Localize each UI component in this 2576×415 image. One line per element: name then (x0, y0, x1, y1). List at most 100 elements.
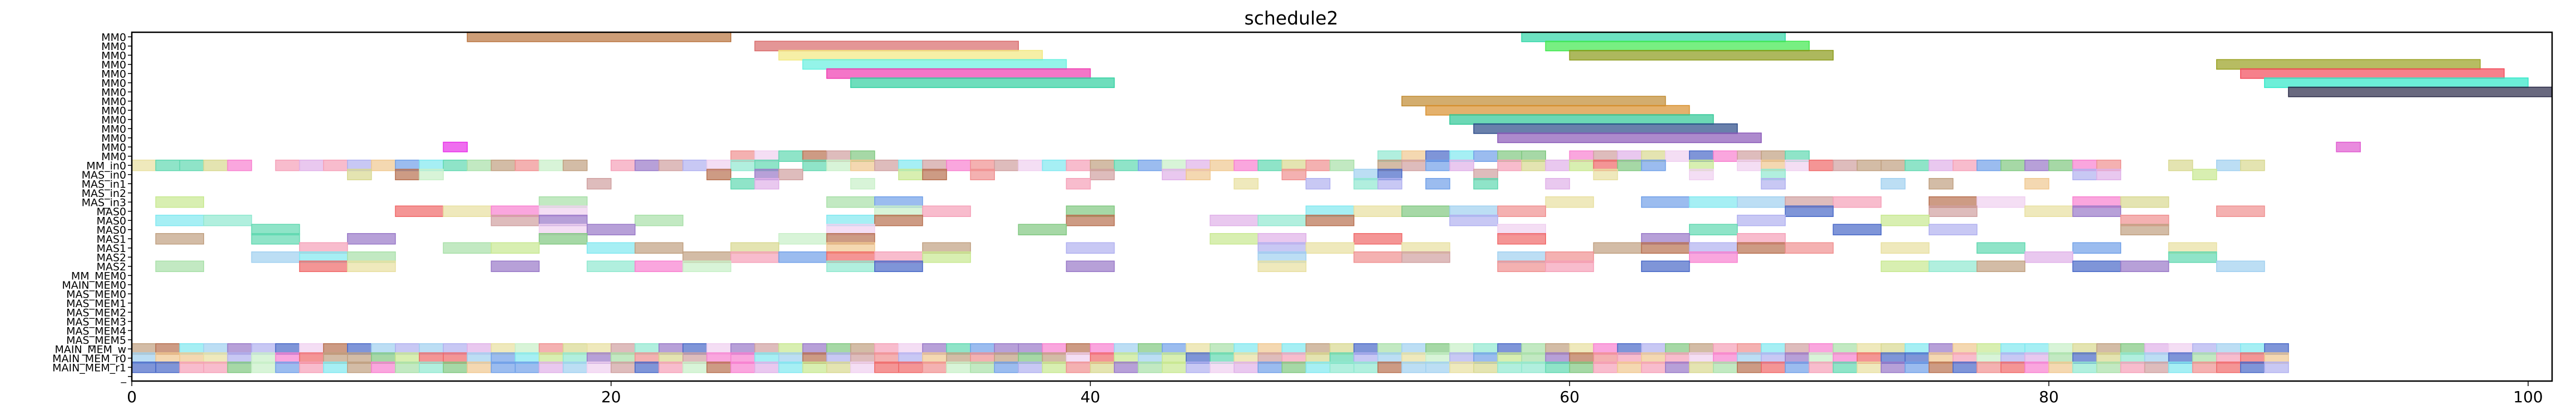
task-bar (635, 160, 660, 171)
task-bar (1305, 215, 1355, 226)
y-tick-label: MAS0 (96, 215, 126, 227)
y-tick-label: MAIN_MEM_w (55, 343, 126, 355)
task-bar (1401, 251, 1450, 263)
task-bar (1473, 150, 1498, 162)
task-bar (467, 31, 731, 42)
task-bar (2216, 362, 2241, 373)
task-bar (514, 362, 540, 373)
y-tick-label: MM0 (101, 151, 126, 163)
task-bar (1904, 160, 1930, 171)
task-bar (1545, 160, 1571, 171)
y-tick-label: MM0 (101, 123, 126, 135)
y-tick-label: MAS2 (96, 251, 126, 264)
task-bar (658, 160, 683, 171)
task-bar (850, 160, 875, 171)
plot-frame (131, 31, 2553, 382)
y-tick-label: MAS_MEM4 (66, 325, 126, 337)
task-bar (826, 260, 875, 272)
task-bar (1545, 260, 1594, 272)
task-bar (2096, 362, 2122, 373)
task-bar (1353, 362, 1379, 373)
task-bar (491, 260, 540, 272)
task-bar (1545, 41, 1810, 52)
task-bar (946, 362, 971, 373)
task-bar (586, 242, 636, 254)
y-tick-label: MM0 (101, 77, 126, 90)
x-tick-label: 60 (1560, 388, 1580, 406)
task-bar (1521, 362, 1547, 373)
y-tick-label: MM0 (101, 59, 126, 71)
task-bar (611, 160, 636, 171)
task-bar (2264, 77, 2529, 88)
task-bar (419, 362, 444, 373)
task-bar (179, 160, 205, 171)
task-bar (754, 178, 780, 190)
task-bar (395, 169, 420, 180)
task-bar (2072, 169, 2098, 180)
y-tick-label: MM0 (101, 50, 126, 62)
task-bar (826, 68, 1091, 79)
task-bar (802, 362, 828, 373)
task-bar (1617, 362, 1642, 373)
task-bar (538, 160, 564, 171)
task-bar (1928, 362, 1954, 373)
task-bar (155, 233, 205, 245)
task-bar (1809, 362, 1834, 373)
task-bar (1425, 105, 1690, 116)
task-bar (2072, 362, 2098, 373)
task-bar (922, 169, 947, 180)
y-tick-label: MAS_MEM0 (66, 288, 126, 300)
task-bar (371, 362, 396, 373)
task-bar (1641, 260, 1690, 272)
y-tick-label: MAS0 (96, 206, 126, 218)
task-bar (1928, 205, 1978, 217)
task-bar (2048, 362, 2073, 373)
task-bar (1880, 362, 1906, 373)
task-bar (2264, 362, 2289, 373)
task-bar (1880, 178, 1906, 190)
task-bar (1976, 160, 2002, 171)
task-bar (1689, 196, 1738, 208)
task-bar (778, 50, 1043, 61)
task-bar (1737, 362, 1762, 373)
task-bar (1761, 178, 1786, 190)
task-bar (898, 362, 923, 373)
task-bar (1976, 260, 2025, 272)
task-bar (1425, 362, 1450, 373)
task-bar (1473, 178, 1498, 190)
task-bar (155, 260, 205, 272)
y-tick-label: MM0 (101, 68, 126, 80)
task-bar (635, 215, 683, 226)
task-bar (2168, 160, 2193, 171)
task-bar (922, 251, 971, 263)
task-bar (155, 362, 180, 373)
task-bar (778, 251, 828, 263)
task-bar (514, 160, 540, 171)
task-bar (1401, 362, 1426, 373)
task-bar (1689, 362, 1714, 373)
task-bar (443, 242, 492, 254)
task-bar (1042, 160, 1067, 171)
task-bar (2072, 205, 2122, 217)
task-bar (1210, 215, 1259, 226)
task-bar (1689, 251, 1738, 263)
task-bar (2024, 205, 2073, 217)
task-bar (1066, 362, 1091, 373)
task-bar (1257, 160, 1283, 171)
task-bar (2120, 362, 2146, 373)
task-bar (1785, 362, 1810, 373)
task-bar (1737, 196, 1786, 208)
task-bar (275, 160, 300, 171)
task-bar (1305, 242, 1355, 254)
task-bar (1497, 362, 1522, 373)
task-bar (1593, 242, 1642, 254)
task-bar (1521, 31, 1786, 42)
y-tick-label: MM0 (101, 105, 126, 117)
task-bar (922, 362, 947, 373)
task-bar (1665, 150, 1690, 162)
task-bar (2144, 362, 2169, 373)
task-bar (1449, 362, 1474, 373)
task-bar (2216, 260, 2265, 272)
y-tick-label: MAS_in3 (82, 196, 126, 209)
x-tick-label: 100 (2513, 388, 2543, 406)
